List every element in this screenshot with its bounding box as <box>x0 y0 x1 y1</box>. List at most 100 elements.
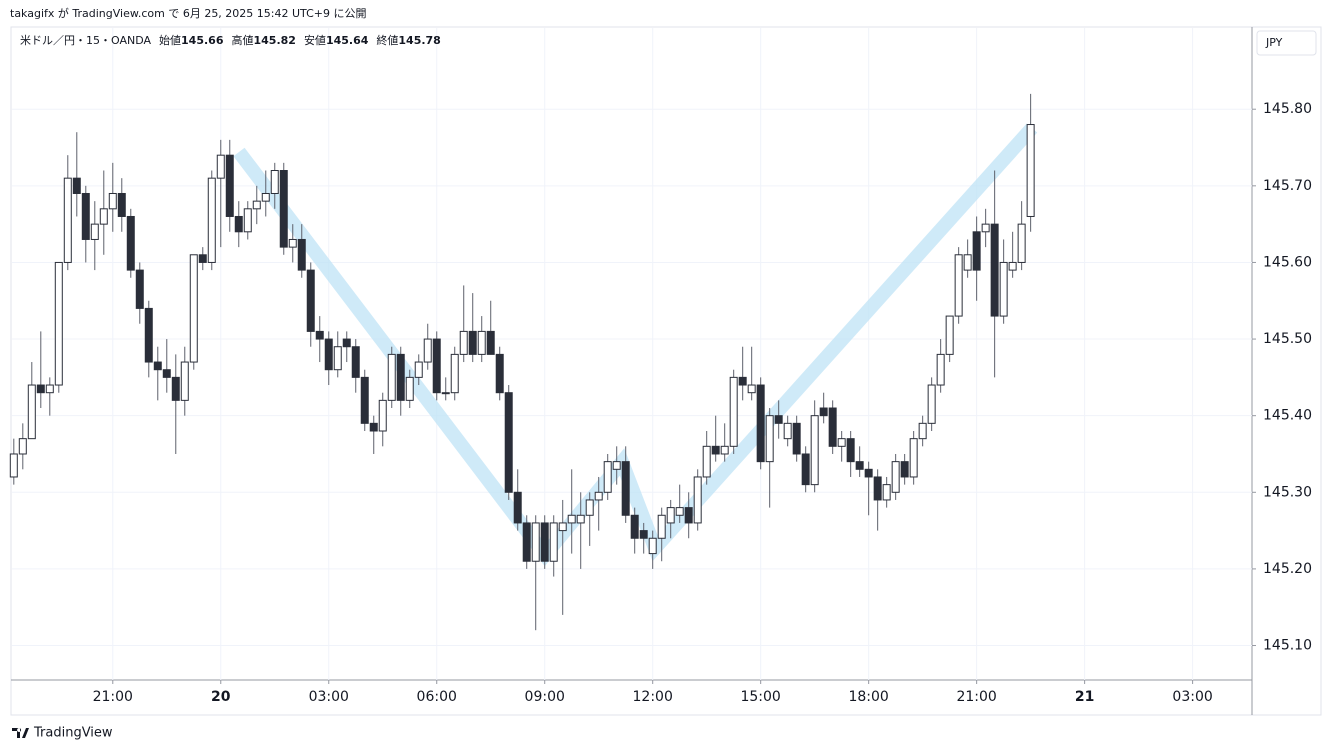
candle-body <box>351 346 360 378</box>
candle-body <box>621 461 630 516</box>
candle-body <box>486 330 495 355</box>
x-tick-label: 09:00 <box>525 689 565 705</box>
candle-body <box>315 330 324 340</box>
candle-body <box>126 215 135 271</box>
candle-body <box>666 507 675 524</box>
x-tick-label: 18:00 <box>848 689 888 705</box>
candle-body <box>306 269 315 332</box>
candle-body <box>837 438 846 447</box>
candle-body <box>558 522 567 532</box>
legend-symbol: 米ドル／円・15・OANDA <box>20 34 151 47</box>
x-tick-label: 21:00 <box>956 689 996 705</box>
candle-body <box>846 438 855 463</box>
candle-body <box>72 177 81 194</box>
candle-body <box>378 399 387 432</box>
candle-body <box>549 522 558 562</box>
candle-body <box>990 223 999 317</box>
candle-body <box>279 170 288 248</box>
candle-body <box>207 177 216 263</box>
y-tick-label: 145.40 <box>1263 408 1312 424</box>
legend-value: 145.66 <box>181 34 224 47</box>
candle-body <box>783 422 792 440</box>
candle-body <box>630 514 639 539</box>
candle-body <box>594 491 603 501</box>
candle-body <box>585 499 594 516</box>
candle-body <box>963 254 972 271</box>
candle-body <box>117 192 126 217</box>
candle-body <box>855 461 864 470</box>
candle-body <box>747 384 756 394</box>
legend-value: 145.82 <box>253 34 295 47</box>
candle-body <box>720 445 729 455</box>
candle-body <box>702 445 711 478</box>
candle-body <box>882 484 891 501</box>
candle-body <box>828 407 837 447</box>
candle-body <box>108 192 117 210</box>
x-tick-label: 21 <box>1075 689 1094 705</box>
logo: TradingView <box>12 726 113 741</box>
candle-body <box>513 491 522 524</box>
chart-frame <box>10 26 1322 716</box>
candle-body <box>261 192 270 202</box>
candle-body <box>639 530 648 539</box>
candle-body <box>333 346 342 371</box>
candle-body <box>495 353 504 394</box>
y-tick-label: 145.50 <box>1263 331 1312 347</box>
candle-body <box>369 422 378 432</box>
candle-body <box>9 453 18 478</box>
candle-body <box>1017 223 1026 263</box>
candle-body <box>873 476 882 501</box>
candle-body <box>729 376 738 447</box>
candle-body <box>1026 124 1035 217</box>
legend-value: 145.64 <box>326 34 369 47</box>
candle-body <box>819 407 828 417</box>
currency-label: JPY <box>1265 36 1283 49</box>
legend-label: 高値 <box>231 33 253 47</box>
grid <box>12 28 1252 680</box>
candle-body <box>81 192 90 240</box>
candle-body <box>1008 261 1017 271</box>
candle-body <box>36 384 45 394</box>
candle-body <box>297 238 306 271</box>
candle-body <box>612 461 621 470</box>
y-tick-label: 145.80 <box>1263 101 1312 117</box>
candle-body <box>459 330 468 355</box>
candle-body <box>423 338 432 363</box>
candle-body <box>63 177 72 263</box>
candles <box>9 93 1035 631</box>
candle-body <box>405 376 414 401</box>
candle-body <box>891 461 900 493</box>
candle-body <box>468 330 477 355</box>
x-tick-label: 21:00 <box>93 689 133 705</box>
candle-body <box>288 238 297 248</box>
candle-body <box>225 154 234 217</box>
currency-box[interactable] <box>1256 30 1317 56</box>
candle-body <box>909 438 918 478</box>
x-tick-label: 20 <box>211 689 231 705</box>
candle-body <box>234 215 243 233</box>
candle-body <box>981 223 990 233</box>
y-tick-label: 145.60 <box>1263 254 1312 270</box>
candle-body <box>27 384 36 440</box>
candle-body <box>945 315 954 355</box>
y-tick-label: 145.30 <box>1263 484 1312 500</box>
candle-body <box>342 338 351 348</box>
candle-body <box>216 154 225 179</box>
candle-body <box>711 445 720 455</box>
candle-body <box>792 422 801 455</box>
candle-body <box>198 254 207 263</box>
candle-body <box>162 369 171 378</box>
candle-body <box>99 208 108 225</box>
candle-body <box>954 254 963 317</box>
candle-body <box>765 415 774 463</box>
candle-body <box>270 170 279 194</box>
candle-body <box>324 338 333 371</box>
candle-body <box>45 384 54 394</box>
y-tick-label: 145.20 <box>1263 561 1312 577</box>
candle-body <box>180 361 189 401</box>
x-tick-label: 12:00 <box>633 689 673 705</box>
x-tick-label: 06:00 <box>417 689 457 705</box>
candle-body <box>774 415 783 424</box>
